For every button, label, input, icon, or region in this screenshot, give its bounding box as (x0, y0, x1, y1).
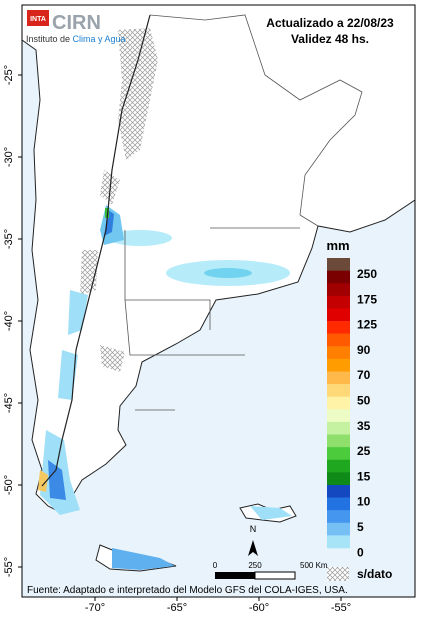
lat-label: -50° (3, 475, 15, 495)
legend-label: 25 (357, 444, 371, 458)
scale-label: 250 (248, 561, 262, 570)
map-frame (21, 4, 416, 598)
no-data-area (80, 250, 98, 295)
lon-label: -65° (167, 602, 187, 614)
inta-logo-text: INTA (30, 16, 46, 23)
precip-area (38, 470, 48, 492)
update-date: Actualizado a 22/08/23 (266, 16, 394, 30)
footer-source: Fuente: Adaptado e interpretado del Mode… (27, 585, 348, 596)
legend-swatch (327, 522, 350, 536)
no-data-area (100, 345, 125, 372)
legend-label: 250 (357, 267, 377, 281)
legend-label: 5 (357, 520, 364, 534)
lat-label: -35° (3, 229, 15, 249)
legend-swatch (327, 409, 350, 423)
legend-swatch (327, 472, 350, 486)
legend-label: 125 (357, 318, 377, 332)
institute-text: Instituto de (26, 34, 73, 44)
legend-swatch (327, 459, 350, 473)
no-data-swatch (327, 567, 349, 581)
legend-label: 15 (357, 469, 371, 483)
legend-swatch (327, 484, 350, 498)
precip-area (108, 230, 172, 246)
institute-name: Instituto de Clima y Agua (26, 34, 126, 44)
precip-area (250, 506, 292, 520)
legend-swatch (327, 358, 350, 372)
lat-label: -45° (3, 393, 15, 413)
legend-label: 50 (357, 394, 371, 408)
lat-label: -25° (3, 65, 15, 85)
scale-bar (254, 571, 296, 580)
border (124, 14, 363, 411)
land (22, 5, 415, 513)
legend-swatch (327, 295, 350, 309)
no-data-area (118, 28, 158, 160)
legend-swatch (327, 321, 350, 334)
legend-swatch (327, 371, 350, 385)
legend-label: 35 (357, 419, 371, 433)
precip-area (112, 548, 175, 570)
precip-area (204, 268, 252, 278)
lat-label: -55° (3, 557, 15, 577)
legend-swatch (327, 396, 350, 410)
lon-label: -70° (85, 602, 105, 614)
legend-label: 175 (357, 292, 377, 306)
legend-swatch (327, 384, 350, 397)
legend-swatch (327, 434, 350, 448)
inta-logo (27, 10, 49, 26)
legend-swatch (327, 333, 350, 347)
no-data-label: s/dato (357, 567, 392, 581)
legend-swatch (327, 346, 350, 360)
lon-label: -60° (249, 602, 269, 614)
legend-swatch (327, 421, 350, 435)
lat-label: -30° (3, 147, 15, 167)
scale-label: 500 Km (300, 561, 328, 570)
scale-bar (215, 572, 255, 579)
precip-area (48, 460, 66, 500)
border (41, 14, 151, 487)
legend-swatch (327, 270, 350, 284)
north-label: N (250, 524, 257, 534)
legend-title: mm (326, 238, 349, 253)
lon-label: -55° (331, 602, 351, 614)
legend-label: 70 (357, 368, 371, 382)
institute-highlight: Clima y Agua (73, 34, 126, 44)
precip-area (105, 208, 109, 218)
legend-swatch (327, 283, 350, 297)
legend-label: 10 (357, 495, 371, 509)
north-arrow: N (248, 524, 258, 556)
legend-swatch (327, 510, 350, 524)
lat-label: -40° (3, 311, 15, 331)
legend-label: 90 (357, 343, 371, 357)
legend-swatch (327, 258, 350, 271)
legend-swatch (327, 497, 350, 511)
validity: Validez 48 hs. (291, 32, 369, 46)
scale-label: 0 (213, 561, 218, 570)
cirn-logo: CIRN (52, 12, 101, 34)
legend-swatch (327, 308, 350, 322)
legend-swatch (327, 447, 350, 461)
legend-label: 0 (357, 545, 364, 559)
legend-swatch (327, 535, 350, 549)
